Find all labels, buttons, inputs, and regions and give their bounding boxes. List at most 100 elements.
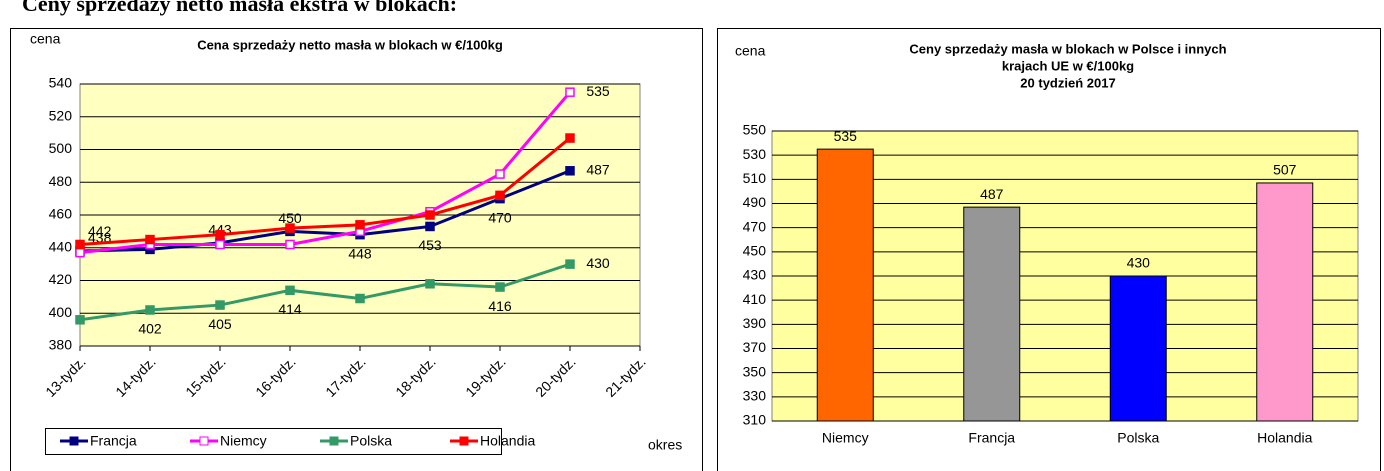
data-label: 535 — [834, 128, 858, 144]
legend-label: Francja — [90, 433, 137, 449]
data-label: 487 — [980, 186, 1004, 202]
y-tick-label: 550 — [743, 122, 767, 138]
x-tick-label: Niemcy — [822, 430, 869, 446]
x-tick-label: 17-tydz. — [322, 353, 369, 400]
bar — [816, 148, 874, 422]
y-tick-label: 490 — [743, 194, 767, 210]
data-label: 487 — [586, 161, 610, 177]
point-marker — [495, 282, 505, 292]
data-label: 405 — [208, 316, 232, 332]
series-line — [79, 262, 571, 322]
x-tick-label: 13-tydz. — [42, 353, 89, 400]
point-marker — [565, 133, 575, 143]
point-marker — [565, 166, 575, 176]
point-marker — [565, 259, 575, 269]
point-marker — [215, 300, 225, 310]
data-label: 535 — [586, 83, 610, 99]
data-label: 442 — [88, 223, 112, 239]
data-label: 470 — [488, 209, 512, 225]
point-marker — [285, 223, 295, 233]
y-tick-label: 370 — [743, 339, 767, 355]
chart-title: krajach UE w €/100kg — [1002, 58, 1134, 73]
series-line — [79, 136, 571, 246]
bar — [1256, 182, 1314, 422]
y-tick-label: 350 — [743, 363, 767, 379]
y-tick-label: 400 — [49, 304, 73, 320]
point-marker — [145, 234, 155, 245]
y-tick-label: 450 — [743, 243, 767, 259]
y-axis-label: cena — [735, 43, 766, 59]
y-tick-label: 430 — [743, 267, 767, 283]
data-label: 448 — [348, 245, 372, 261]
data-label: 430 — [1127, 255, 1151, 271]
series-line — [79, 169, 571, 253]
legend-label: Niemcy — [220, 433, 267, 449]
y-tick-label: 460 — [49, 206, 73, 222]
legend-marker — [199, 436, 209, 446]
point-marker — [75, 315, 85, 325]
y-axis-label: cena — [30, 31, 61, 47]
x-tick-label: Polska — [1117, 430, 1159, 446]
y-tick-label: 480 — [49, 173, 73, 189]
point-marker — [75, 239, 85, 250]
point-marker — [285, 239, 295, 250]
x-tick-label: 20-tydz. — [532, 353, 579, 400]
y-tick-label: 410 — [743, 291, 767, 307]
point-marker — [355, 293, 365, 304]
data-label: 416 — [488, 298, 512, 314]
y-tick-label: 420 — [49, 271, 73, 287]
point-marker — [425, 279, 435, 289]
x-tick-label: 21-tydz. — [602, 353, 649, 400]
legend-label: Polska — [350, 433, 392, 449]
x-tick-label: 19-tydz. — [462, 353, 509, 400]
y-tick-label: 530 — [743, 146, 767, 162]
legend-marker — [69, 436, 79, 446]
x-axis-label: okres — [648, 437, 682, 453]
point-marker — [355, 220, 365, 230]
point-marker — [75, 247, 85, 258]
y-tick-label: 310 — [743, 412, 767, 428]
chart-title: 20 tydzień 2017 — [1020, 75, 1115, 90]
y-tick-label: 470 — [743, 218, 767, 234]
chart-title: Ceny sprzedaży masła w blokach w Polsce … — [909, 41, 1226, 56]
x-tick-label: 14-tydz. — [112, 353, 159, 400]
point-marker — [215, 229, 225, 240]
y-tick-label: 500 — [49, 140, 73, 156]
y-tick-label: 540 — [49, 75, 73, 91]
data-label: 507 — [1273, 162, 1297, 178]
x-tick-label: 16-tydz. — [252, 353, 299, 400]
point-marker — [425, 210, 435, 220]
y-tick-label: 390 — [743, 315, 767, 331]
y-tick-label: 330 — [743, 388, 767, 404]
bar — [963, 206, 1021, 422]
chart-title: Cena sprzedaży netto masła w blokach w €… — [197, 37, 503, 52]
data-label: 450 — [278, 210, 302, 226]
page-title: Ceny sprzedaży netto masła ekstra w blok… — [22, 0, 457, 16]
legend-marker — [329, 436, 339, 446]
point-marker — [495, 169, 505, 179]
x-tick-label: 18-tydz. — [392, 353, 439, 400]
point-marker — [565, 87, 575, 97]
bar — [1109, 275, 1167, 422]
point-marker — [495, 190, 505, 201]
right-panel — [717, 28, 1381, 471]
data-label: 430 — [586, 255, 610, 271]
legend-marker — [459, 436, 469, 446]
left-panel — [10, 28, 703, 471]
data-label: 402 — [138, 321, 162, 337]
y-tick-label: 380 — [49, 337, 73, 353]
data-label: 453 — [418, 237, 442, 253]
point-marker — [215, 239, 225, 250]
x-tick-label: Holandia — [1257, 430, 1312, 446]
point-marker — [425, 221, 435, 232]
y-tick-label: 440 — [49, 238, 73, 254]
data-label: 414 — [278, 301, 302, 317]
point-marker — [285, 285, 295, 296]
legend-box — [45, 428, 502, 455]
y-tick-label: 510 — [743, 170, 767, 186]
legend-label: Holandia — [480, 433, 535, 449]
series-line — [79, 91, 572, 255]
x-tick-label: Francja — [968, 430, 1015, 446]
x-tick-label: 15-tydz. — [182, 353, 229, 400]
